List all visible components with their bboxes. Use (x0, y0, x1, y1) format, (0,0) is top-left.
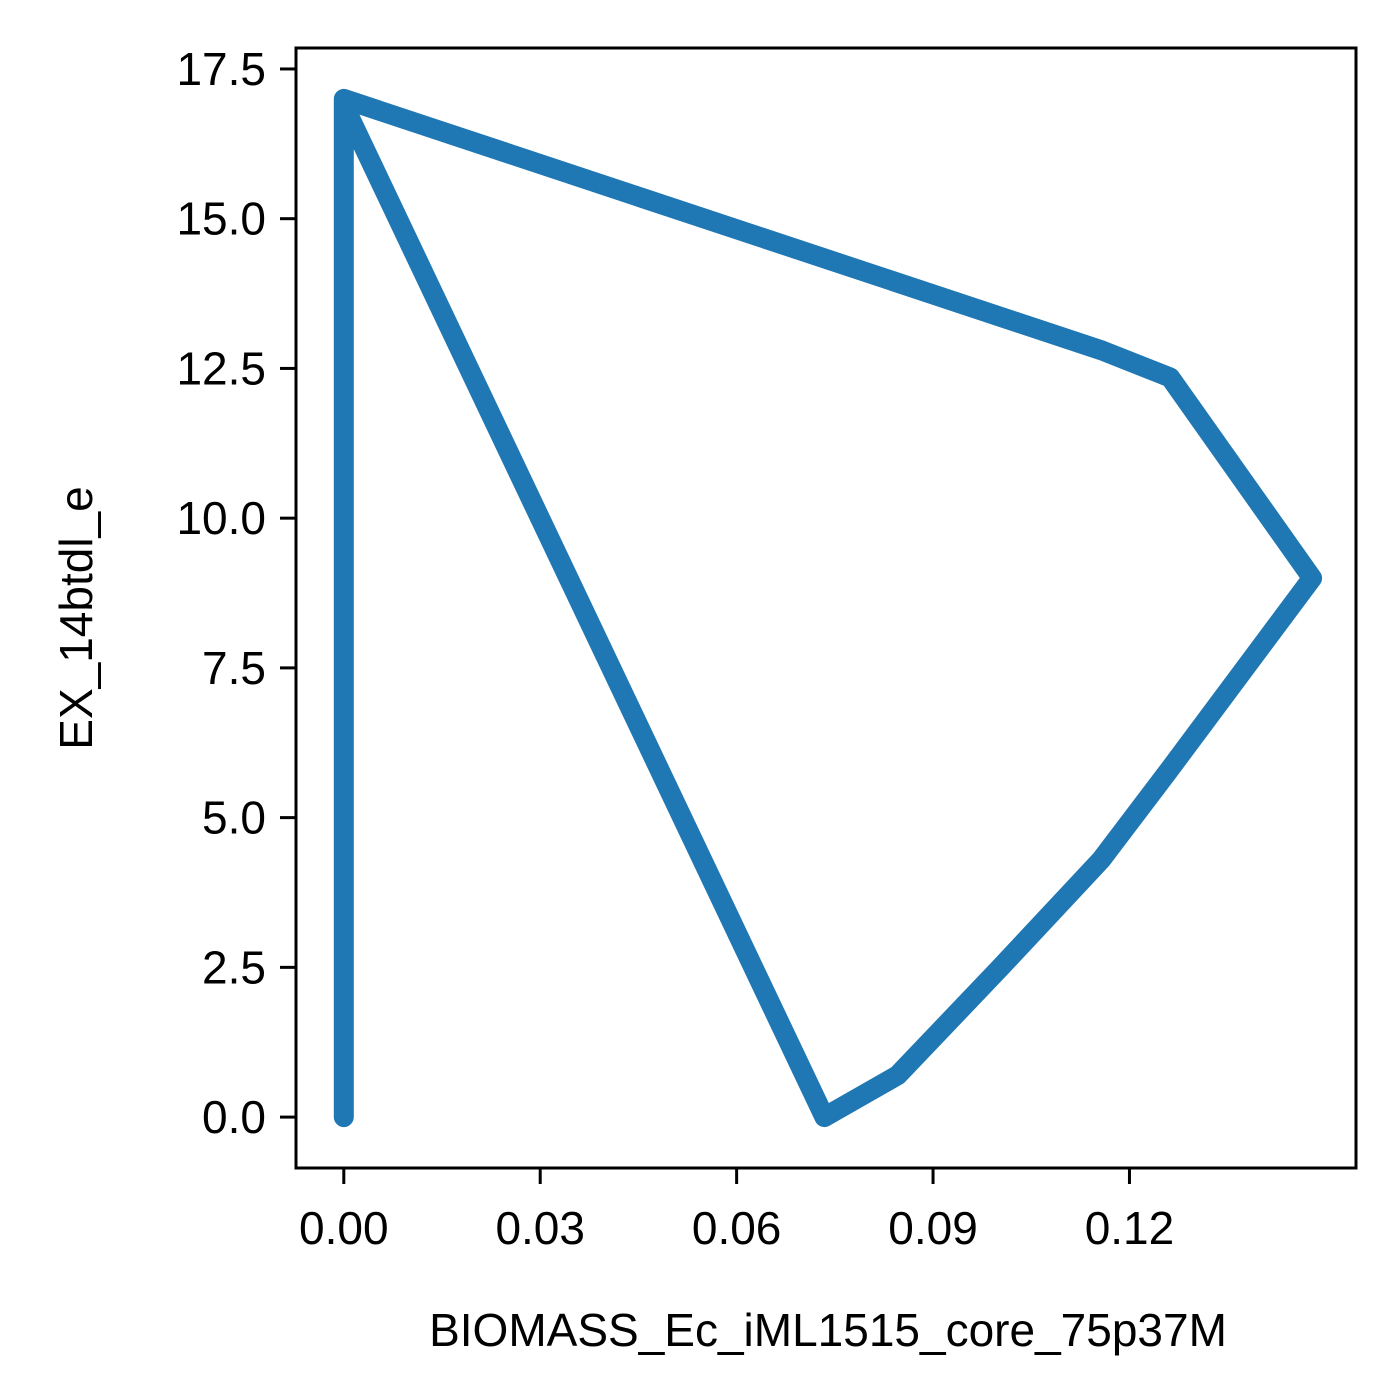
x-tick-label: 0.00 (299, 1202, 389, 1254)
y-tick-label: 15.0 (176, 193, 266, 245)
y-tick-label: 2.5 (202, 941, 266, 993)
x-tick-label: 0.09 (888, 1202, 978, 1254)
x-tick-label: 0.03 (495, 1202, 585, 1254)
y-tick-label: 0.0 (202, 1091, 266, 1143)
y-tick-label: 10.0 (176, 492, 266, 544)
series-line-0 (333, 88, 1323, 1128)
y-axis-label: EX_14btdl_e (50, 486, 102, 749)
axes-frame (294, 46, 1358, 1170)
x-tick-label: 0.06 (692, 1202, 782, 1254)
y-tick-label: 7.5 (202, 642, 266, 694)
y-axis-ticks: 0.0 2.5 5.0 7.5 10.0 12.5 15.0 17.5 (176, 43, 296, 1143)
y-tick-label: 12.5 (176, 342, 266, 394)
x-axis-label: BIOMASS_Ec_iML1515_core_75p37M (429, 1304, 1227, 1356)
x-axis-ticks: 0.00 0.03 0.06 0.09 0.12 (299, 1168, 1174, 1254)
y-tick-label: 5.0 (202, 792, 266, 844)
plot-area (333, 88, 1323, 1128)
x-tick-label: 0.12 (1085, 1202, 1175, 1254)
y-tick-label: 17.5 (176, 43, 266, 95)
